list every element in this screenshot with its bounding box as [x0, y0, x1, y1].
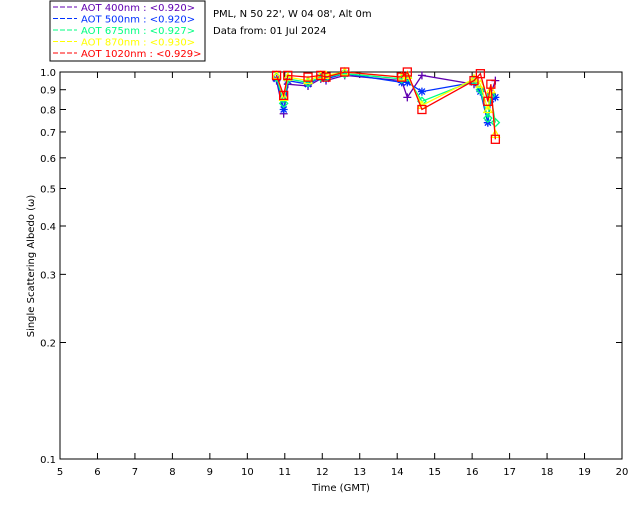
legend-label: AOT 1020nm : <0.929> — [81, 49, 201, 60]
plot-area — [271, 66, 501, 144]
data-point — [339, 66, 350, 76]
data-point — [282, 71, 293, 81]
x-tick-label: 11 — [278, 467, 291, 478]
date-label: Data from: 01 Jul 2024 — [213, 26, 326, 37]
data-point — [491, 93, 500, 102]
x-tick-label: 8 — [169, 467, 175, 478]
data-point — [482, 113, 493, 124]
data-point — [403, 78, 412, 87]
data-point — [486, 79, 496, 89]
data-point — [475, 84, 486, 95]
data-point — [278, 92, 289, 101]
site-label: PML, N 50 22', W 04 08', Alt 0m — [213, 9, 372, 20]
x-tick-label: 9 — [207, 467, 213, 478]
series-4 — [271, 67, 501, 144]
y-axis-label: Single Scattering Albedo (ω) — [26, 195, 37, 338]
data-point — [482, 104, 493, 114]
data-point — [279, 90, 289, 101]
data-point — [316, 70, 326, 81]
y-tick-label: 1.0 — [40, 68, 56, 79]
data-point — [490, 117, 501, 128]
y-tick-label: 0.5 — [40, 184, 56, 195]
x-tick-label: 14 — [391, 467, 404, 478]
x-tick-label: 12 — [316, 467, 329, 478]
data-point — [271, 70, 282, 80]
data-point — [403, 93, 412, 102]
plot-frame — [59, 71, 623, 460]
x-tick-label: 5 — [57, 467, 63, 478]
x-tick-label: 20 — [616, 467, 629, 478]
y-tick-label: 0.9 — [40, 86, 56, 97]
x-tick-label: 10 — [241, 467, 254, 478]
y-tick-label: 0.7 — [40, 128, 56, 139]
data-point — [417, 104, 427, 115]
data-point — [417, 87, 426, 96]
data-point — [397, 72, 407, 82]
x-tick-label: 13 — [353, 467, 366, 478]
data-point — [278, 98, 289, 109]
legend-label: AOT 870nm : <0.930> — [81, 38, 195, 49]
data-point — [490, 134, 501, 144]
y-tick-label: 0.8 — [40, 106, 56, 117]
series-3 — [271, 66, 501, 139]
x-tick-label: 16 — [466, 467, 479, 478]
x-tick-label: 15 — [428, 467, 441, 478]
legend-box — [49, 0, 206, 62]
data-point — [485, 90, 496, 101]
data-point — [417, 71, 426, 80]
x-axis: 5 6 7 8 9 10 11 12 13 14 15 16 17 18 19 20 — [57, 72, 629, 478]
data-point — [315, 70, 326, 80]
data-point — [469, 75, 479, 86]
series-line — [275, 70, 497, 140]
x-tick-label: 18 — [541, 467, 554, 478]
data-point — [321, 72, 331, 82]
data-point — [475, 69, 486, 79]
legend-label: AOT 500nm : <0.920> — [81, 15, 195, 26]
legend-label: AOT 400nm : <0.920> — [81, 3, 195, 14]
data-point — [340, 67, 350, 77]
x-axis-label: Time (GMT) — [311, 483, 370, 494]
y-tick-label: 0.6 — [40, 154, 56, 165]
data-point — [271, 70, 282, 81]
data-point — [302, 75, 314, 85]
data-point — [402, 67, 412, 77]
y-tick-label: 0.1 — [40, 455, 56, 466]
data-point — [303, 72, 313, 82]
data-point — [279, 105, 288, 114]
legend-label: AOT 675nm : <0.927> — [81, 26, 195, 37]
data-point — [485, 84, 496, 94]
data-point — [283, 70, 293, 81]
y-tick-label: 0.4 — [40, 222, 56, 233]
x-tick-label: 6 — [94, 467, 100, 478]
legend: AOT 400nm : <0.920>AOT 500nm : <0.920>AO… — [53, 3, 201, 60]
y-tick-label: 0.3 — [40, 270, 56, 281]
x-tick-label: 7 — [132, 467, 138, 478]
data-point — [320, 70, 332, 80]
y-tick-label: 0.2 — [40, 339, 56, 350]
x-tick-label: 19 — [578, 467, 591, 478]
data-point — [483, 96, 493, 106]
x-tick-label: 17 — [503, 467, 516, 478]
y-axis: 0.1 0.2 0.3 0.4 0.5 0.6 0.7 0.8 0.9 1.0 — [40, 68, 622, 466]
